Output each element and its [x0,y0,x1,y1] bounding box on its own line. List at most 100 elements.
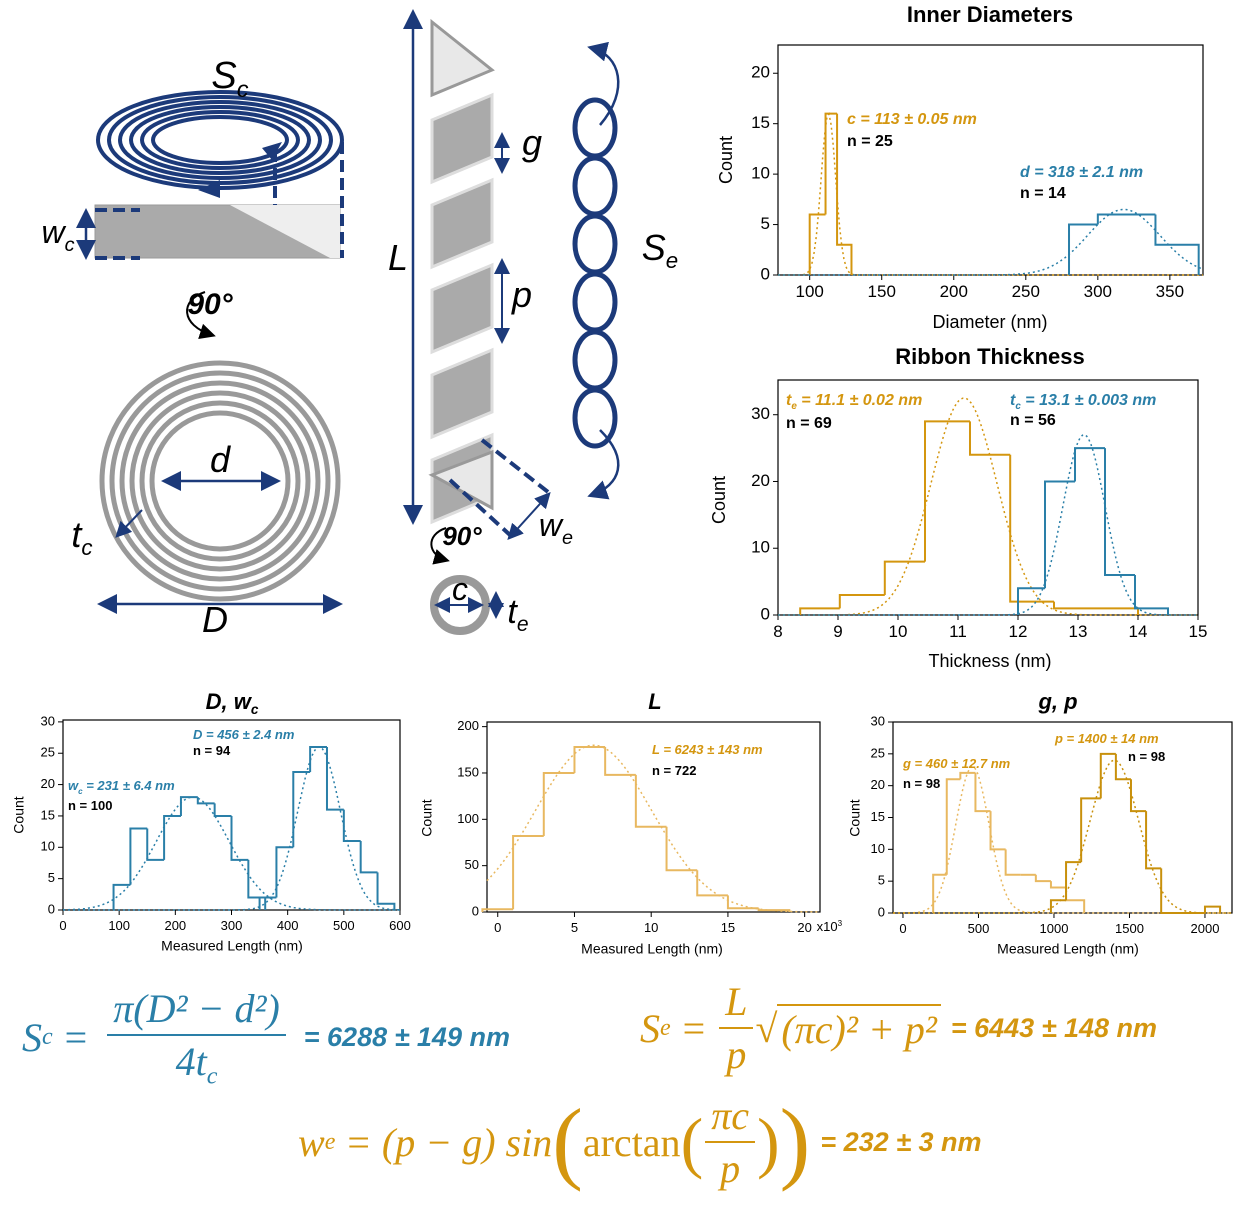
histogram-bin [1066,888,1084,913]
eq-text: (p − g) sin [382,1119,552,1166]
y-tick-label: 25 [41,745,55,760]
x-axis-label: Diameter (nm) [932,312,1047,332]
eq-text: 4t [176,1039,207,1084]
x-tick-label: 0 [494,920,501,935]
histogram-bin [181,797,198,816]
label-part: c [452,571,468,607]
label-part: c = 113 ± 0.05 nm [847,111,977,128]
x-tick-label: 0 [899,921,906,936]
y-axis-label: Count [11,796,27,833]
diagram-label: 90° [187,288,233,321]
helix-turn [575,332,615,388]
eq-text: S [640,1005,660,1052]
diagram-label: L [388,237,408,278]
label-part: g = 460 ± 12.7 nm [902,756,1011,771]
chart-title: Ribbon Thickness [895,344,1084,369]
diagram-label: we [539,507,573,549]
histogram-bin [147,828,164,859]
eq-result: = 6288 ± 149 nm [304,1022,510,1053]
diagram-label: d [210,439,231,480]
histogram-bin [1045,481,1075,588]
label-part: D [202,599,228,640]
x-tick-label: 200 [164,918,186,933]
fit-curve [778,209,1203,275]
eq-text: p [720,1143,740,1192]
histogram-bin [327,747,344,810]
histogram-bin [130,828,147,884]
chart-title: g, p [1037,689,1077,714]
histogram-bin [1075,448,1105,481]
annotation: g = 460 ± 12.7 nm [902,756,1011,771]
diagram-label: c [452,571,468,607]
y-tick-label: 20 [41,776,55,791]
ribbon-segment [432,95,492,182]
ribbon-segment [432,265,492,352]
fit-curve [893,767,1232,913]
helix-turn [575,274,615,330]
eq-text: ( [681,1115,704,1169]
x-tick-label: 8 [773,622,782,641]
annotation: n = 98 [903,776,940,791]
x-tick-label: 9 [833,622,842,641]
plot-frame [778,45,1203,275]
label-part: c [237,76,249,102]
label-part: e [517,613,529,636]
eq-result: = 6443 ± 148 nm [951,1013,1157,1044]
histogram-bin [1131,779,1146,811]
label-part: = 231 ± 6.4 nm [83,778,175,793]
equation: Se = Lp √(πc)² + p² = 6443 ± 148 nm [640,978,1157,1078]
histogram-bin [885,562,925,595]
x-tick-label: 10 [889,622,908,641]
histogram-bin [840,595,885,608]
label-part: n = 98 [903,776,940,791]
diagram-label: D [202,599,228,640]
label-part: n = 69 [786,415,832,432]
eq-text: πc [705,1092,755,1143]
plot-frame [893,722,1232,913]
annotation: n = 69 [786,415,832,432]
x-axis-label: Measured Length (nm) [581,941,723,957]
x-tick-label: 10 [644,920,658,935]
histogram-bin [605,747,636,775]
annotation: p = 1400 ± 14 nm [1054,731,1159,746]
label-part: 3 [838,919,843,928]
histogram-bin [1146,811,1161,868]
annotation: n = 100 [68,798,112,813]
annotation: n = 56 [1010,412,1056,429]
label-part: D = 456 ± 2.4 nm [193,727,295,742]
label-part: w [539,507,564,543]
page: { "chart_data": [ {"type": "histogram", … [0,0,1237,1206]
histogram-bin [1010,455,1054,602]
histogram-bin [378,872,395,910]
x-tick-label: 300 [1084,282,1112,301]
label-part: S [211,55,236,97]
diagram-label: g [522,122,542,163]
ribbon [432,22,492,522]
label-part: = 13.1 ± 0.003 nm [1021,392,1157,409]
diagram-label: wc [41,214,74,256]
label-part: n = 25 [847,133,893,150]
spiral-top [98,92,342,188]
x-tick-label: 250 [1012,282,1040,301]
label-part: p [511,274,532,315]
y-tick-label: 10 [41,839,55,854]
y-tick-label: 0 [761,264,770,283]
y-tick-label: 10 [751,164,770,183]
histogram-bin [1135,575,1168,615]
x-tick-label: 400 [277,918,299,933]
histogram-bin [947,779,961,875]
y-tick-label: 15 [751,113,770,132]
fit-curve [778,114,1203,275]
x-tick-label: 0 [59,918,66,933]
label-part: n = 98 [1128,749,1165,764]
histogram-bin [310,747,327,772]
y-tick-label: 100 [457,811,479,826]
helix-turn [575,100,615,156]
histogram-bin [198,797,215,803]
eq-sub: c [42,1024,53,1051]
ribbon-end [432,22,492,95]
eq-text: p [726,1029,746,1078]
y-tick-label: 0 [472,903,479,918]
y-tick-label: 15 [41,807,55,822]
